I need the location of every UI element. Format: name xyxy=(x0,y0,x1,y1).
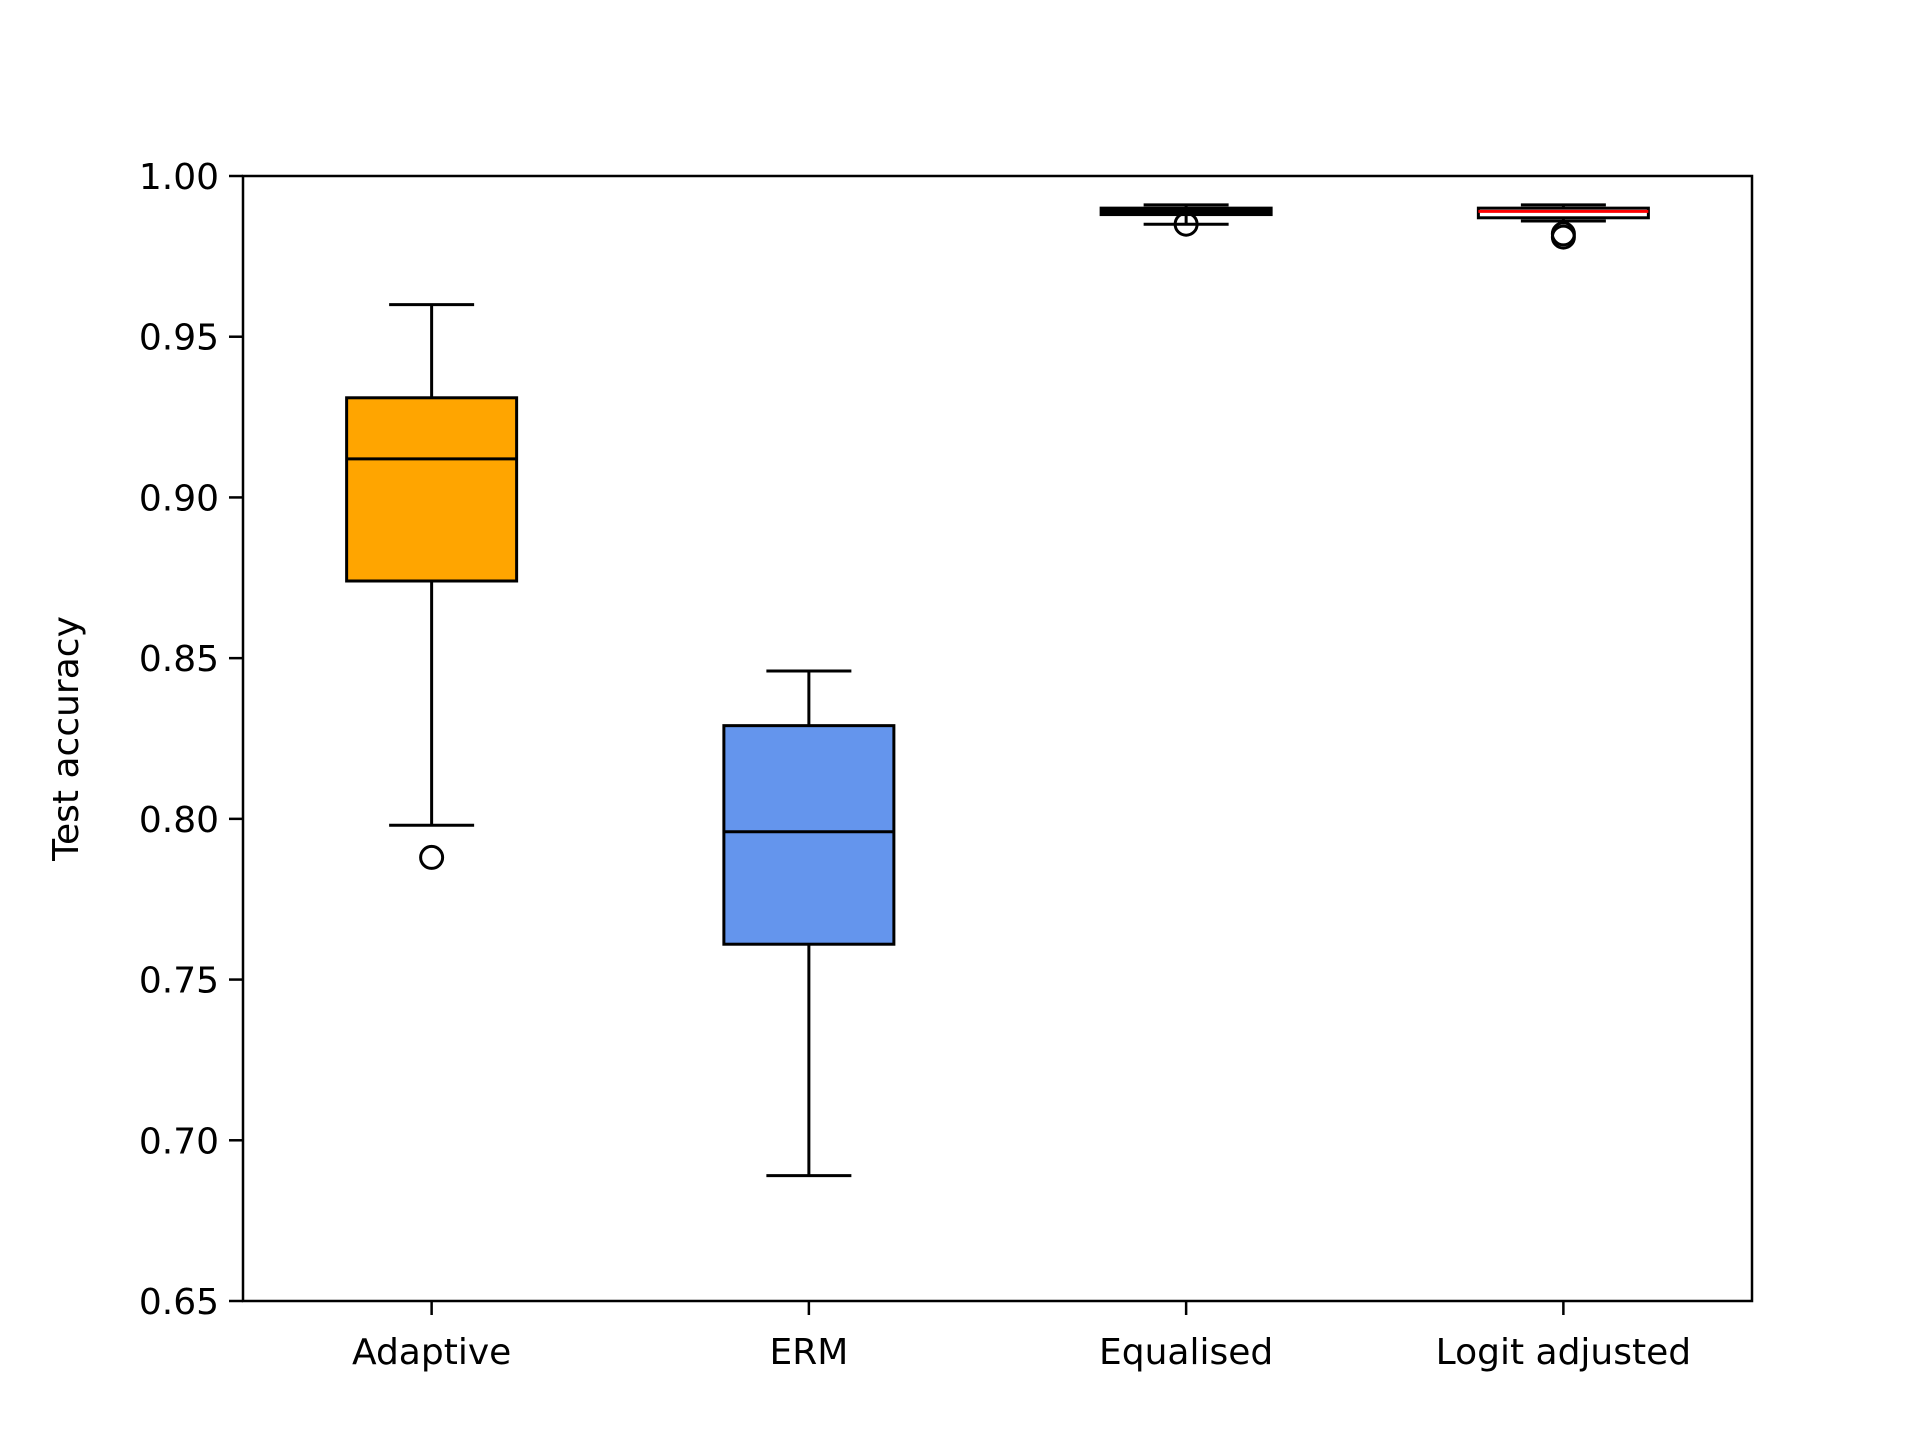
iqr-box xyxy=(722,724,896,946)
y-tick-label: 0.65 xyxy=(139,1282,219,1323)
x-tick-label: Logit adjusted xyxy=(1436,1332,1691,1373)
y-tick-label: 0.70 xyxy=(139,1121,219,1162)
outlier-point xyxy=(419,844,445,870)
box-group xyxy=(1099,203,1273,237)
iqr-box xyxy=(1476,206,1650,220)
y-tick-label: 0.90 xyxy=(139,478,219,519)
x-tick-label: ERM xyxy=(769,1332,848,1373)
box-group xyxy=(722,669,896,1178)
y-tick-label: 0.85 xyxy=(139,639,219,680)
outlier-point xyxy=(1550,221,1576,247)
y-tick-label: 0.75 xyxy=(139,961,219,1002)
y-tick-label: 0.95 xyxy=(139,318,219,359)
y-axis-label: Test accuracy xyxy=(46,616,87,862)
y-tick-label: 0.80 xyxy=(139,800,219,841)
axes-frame xyxy=(241,174,1754,1303)
outlier-point xyxy=(1173,211,1199,237)
box-group xyxy=(1476,203,1650,250)
box-group xyxy=(345,303,519,870)
x-tick-label: Adaptive xyxy=(352,1332,511,1373)
iqr-box xyxy=(345,396,519,583)
x-tick-label: Equalised xyxy=(1099,1332,1273,1373)
x-axis-ticks: Adaptive ERM Equalised Logit adjusted xyxy=(352,1301,1691,1373)
y-axis-ticks: 0.65 0.70 0.75 0.80 0.85 0.90 0.95 1.00 xyxy=(139,157,243,1323)
y-tick-label: 1.00 xyxy=(139,157,219,198)
plot-content xyxy=(345,203,1650,1178)
